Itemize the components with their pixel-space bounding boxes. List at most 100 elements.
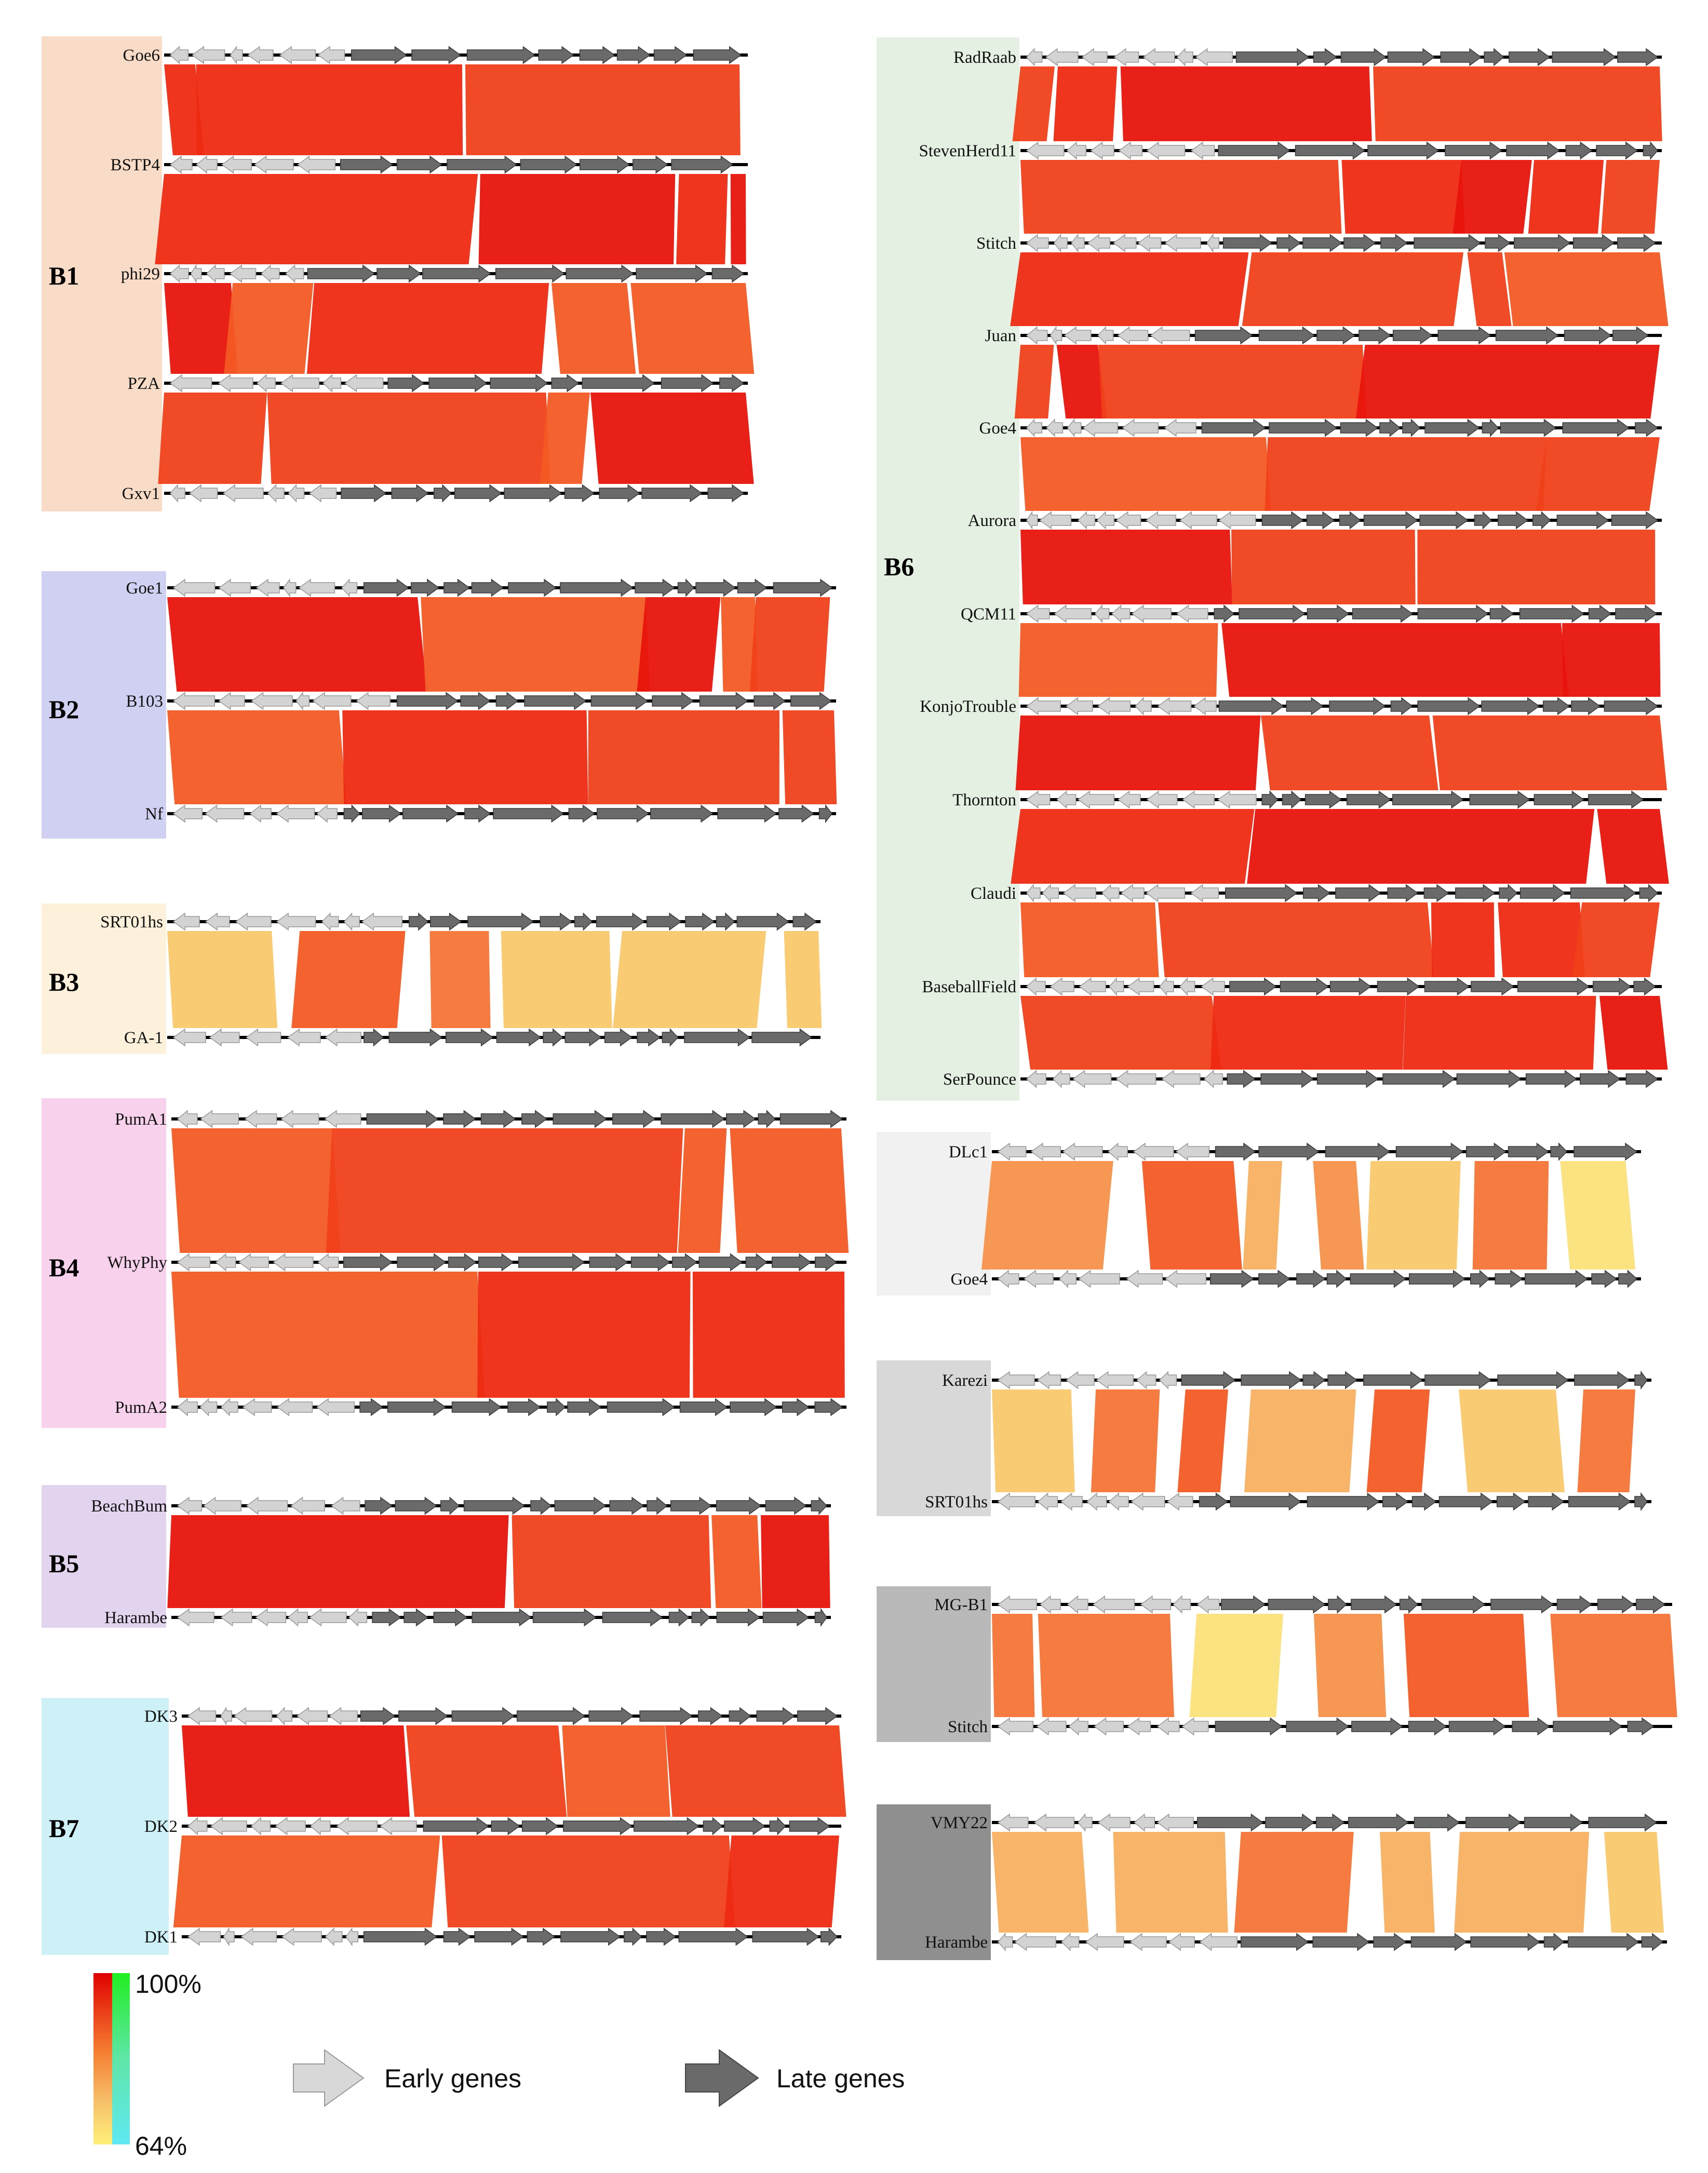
track-goe1-gene-14 (695, 578, 736, 597)
track-claudi-gene-4 (1121, 884, 1145, 902)
pair-track-0-dlc1-gene-12 (1550, 1142, 1568, 1161)
group-b2-pair-1-band-0 (167, 710, 347, 804)
pair-track-0-dlc1-gene-5 (1175, 1142, 1210, 1161)
track-goe6-gene-7 (411, 46, 461, 64)
track-radraab-gene-10 (1387, 48, 1435, 66)
track-baseballfield-gene-4 (1127, 977, 1154, 996)
track-srt01hs-gene-2 (235, 912, 272, 931)
group-b5-pair-0-band-2 (711, 1515, 762, 1608)
track-puma1-gene-3 (280, 1110, 319, 1128)
track-whyphy-gene-10 (589, 1253, 628, 1272)
track-bstp4-gene-10 (633, 155, 668, 174)
track-phi29-gene-0 (169, 264, 189, 283)
track-phi29-gene-9 (495, 264, 565, 283)
pair-0-band-4 (1366, 1161, 1461, 1270)
track-goe1-gene-7 (411, 578, 440, 597)
pair-track-2-stitch-gene-2 (1068, 1717, 1088, 1736)
track-goe4-gene-4 (1122, 419, 1159, 437)
pair-track-2-mg-b1-gene-9 (1328, 1595, 1347, 1614)
track-stitch-gene-0 (1026, 234, 1049, 252)
track-dk1-gene-7 (443, 1927, 471, 1946)
track-dk2-gene-8 (491, 1817, 520, 1835)
pair-1-band-1 (1091, 1389, 1160, 1492)
track-baseballfield-gene-11 (1377, 977, 1420, 996)
pair-1-band-0 (992, 1389, 1075, 1492)
track-konjotrouble-gene-4 (1157, 697, 1192, 716)
track-stevenherd11-gene-7 (1295, 141, 1365, 160)
pair-genome-label-goe4: Goe4 (951, 1270, 988, 1289)
group-b4-pair-1-band-0 (171, 1272, 485, 1398)
track-dk1-gene-11 (624, 1927, 642, 1946)
track-goe1-gene-5 (341, 578, 358, 597)
group-b1-pair-2-band-1 (224, 283, 314, 374)
track-puma1-gene-9 (553, 1110, 607, 1128)
track-pza-gene-6 (387, 374, 425, 393)
pair-track-1-srt01hs-gene-11 (1411, 1492, 1437, 1511)
track-nf-gene-10 (568, 804, 595, 823)
track-stitch-gene-9 (1276, 234, 1301, 252)
track-stitch-gene-1 (1053, 233, 1068, 253)
track-pza-gene-9 (551, 374, 580, 393)
pair-track-3-vmy22-gene-10 (1414, 1813, 1460, 1832)
track-goe6-gene-10 (579, 46, 615, 64)
track-claudi-gene-10 (1387, 884, 1419, 902)
track-claudi-gene-9 (1335, 884, 1381, 902)
pair-track-1-karezi-gene-0 (997, 1371, 1035, 1389)
early-gene-arrow-icon (293, 2049, 365, 2107)
pair-genome-label-srt01hs: SRT01hs (925, 1493, 988, 1511)
pair-track-0-goe4-gene-10 (1350, 1270, 1406, 1288)
track-juan-gene-13 (1564, 326, 1612, 345)
track-serpounce-gene-1 (1052, 1070, 1070, 1088)
group-b6-pair-5-band-1 (1231, 530, 1416, 604)
track-whyphy-gene-15 (772, 1253, 812, 1272)
track-aurora-gene-0 (1026, 510, 1038, 530)
pair-track-3-vmy22-gene-6 (1197, 1813, 1263, 1832)
pair-genome-label-mg-b1: MG-B1 (934, 1596, 988, 1614)
pair-track-0-dlc1-gene-2 (1062, 1142, 1103, 1161)
track-goe6-gene-12 (653, 46, 688, 64)
track-dk3-gene-8 (451, 1707, 515, 1725)
track-thornton-gene-8 (1282, 790, 1301, 809)
track-konjotrouble-gene-1 (1066, 697, 1093, 716)
group-b6-pair-2-band-0 (1010, 252, 1249, 326)
genome-label-whyphy: WhyPhy (107, 1253, 168, 1272)
group-b6-pair-10-band-3 (1599, 996, 1668, 1070)
track-radraab-gene-1 (1045, 48, 1079, 66)
track-dk1-gene-5 (345, 1927, 358, 1947)
track-serpounce-gene-0 (1026, 1070, 1046, 1088)
track-dk1-gene-12 (646, 1927, 676, 1946)
track-phi29-gene-3 (229, 264, 257, 283)
track-aurora-gene-12 (1419, 511, 1469, 530)
track-dk1-gene-8 (474, 1927, 524, 1946)
track-ga-1-gene-5 (364, 1028, 384, 1047)
pair-track-0-dlc1-gene-13 (1573, 1142, 1638, 1161)
genome-label-goe1: Goe1 (126, 579, 163, 598)
genome-label-radraab: RadRaab (953, 48, 1016, 67)
track-stitch-gene-7 (1206, 233, 1219, 253)
track-dk3-gene-5 (329, 1707, 358, 1725)
track-bstp4-gene-1 (195, 155, 218, 174)
pair-track-0-goe4-gene-15 (1591, 1270, 1617, 1288)
group-b6-pair-10-band-1 (1210, 996, 1406, 1070)
track-goe4-gene-10 (1402, 419, 1421, 437)
track-srt01hs-gene-14 (685, 912, 715, 931)
pair-track-0-dlc1-gene-11 (1508, 1142, 1549, 1161)
track-ga-1-gene-14 (684, 1028, 750, 1047)
track-juan-gene-5 (1150, 326, 1190, 345)
pair-track-0-dlc1-gene-8 (1325, 1142, 1390, 1161)
track-goe4-gene-11 (1424, 419, 1480, 437)
track-puma2-gene-3 (242, 1398, 272, 1416)
track-puma2-gene-15 (782, 1398, 810, 1416)
track-juan-gene-10 (1392, 326, 1433, 345)
track-claudi-gene-16 (1639, 884, 1659, 902)
group-b1-pair-3-band-0 (158, 393, 267, 484)
track-claudi-gene-8 (1302, 884, 1330, 902)
pair-track-0-dlc1-gene-3 (1108, 1142, 1128, 1161)
track-pza-gene-3 (280, 374, 320, 393)
pair-track-2-stitch-gene-3 (1094, 1717, 1124, 1736)
genome-label-baseballfield: BaseballField (922, 978, 1017, 996)
track-whyphy-gene-16 (814, 1253, 837, 1272)
track-whyphy-gene-13 (698, 1253, 743, 1272)
pair-track-2-stitch-gene-10 (1408, 1717, 1447, 1736)
genome-label-puma2: PumA2 (115, 1398, 167, 1417)
